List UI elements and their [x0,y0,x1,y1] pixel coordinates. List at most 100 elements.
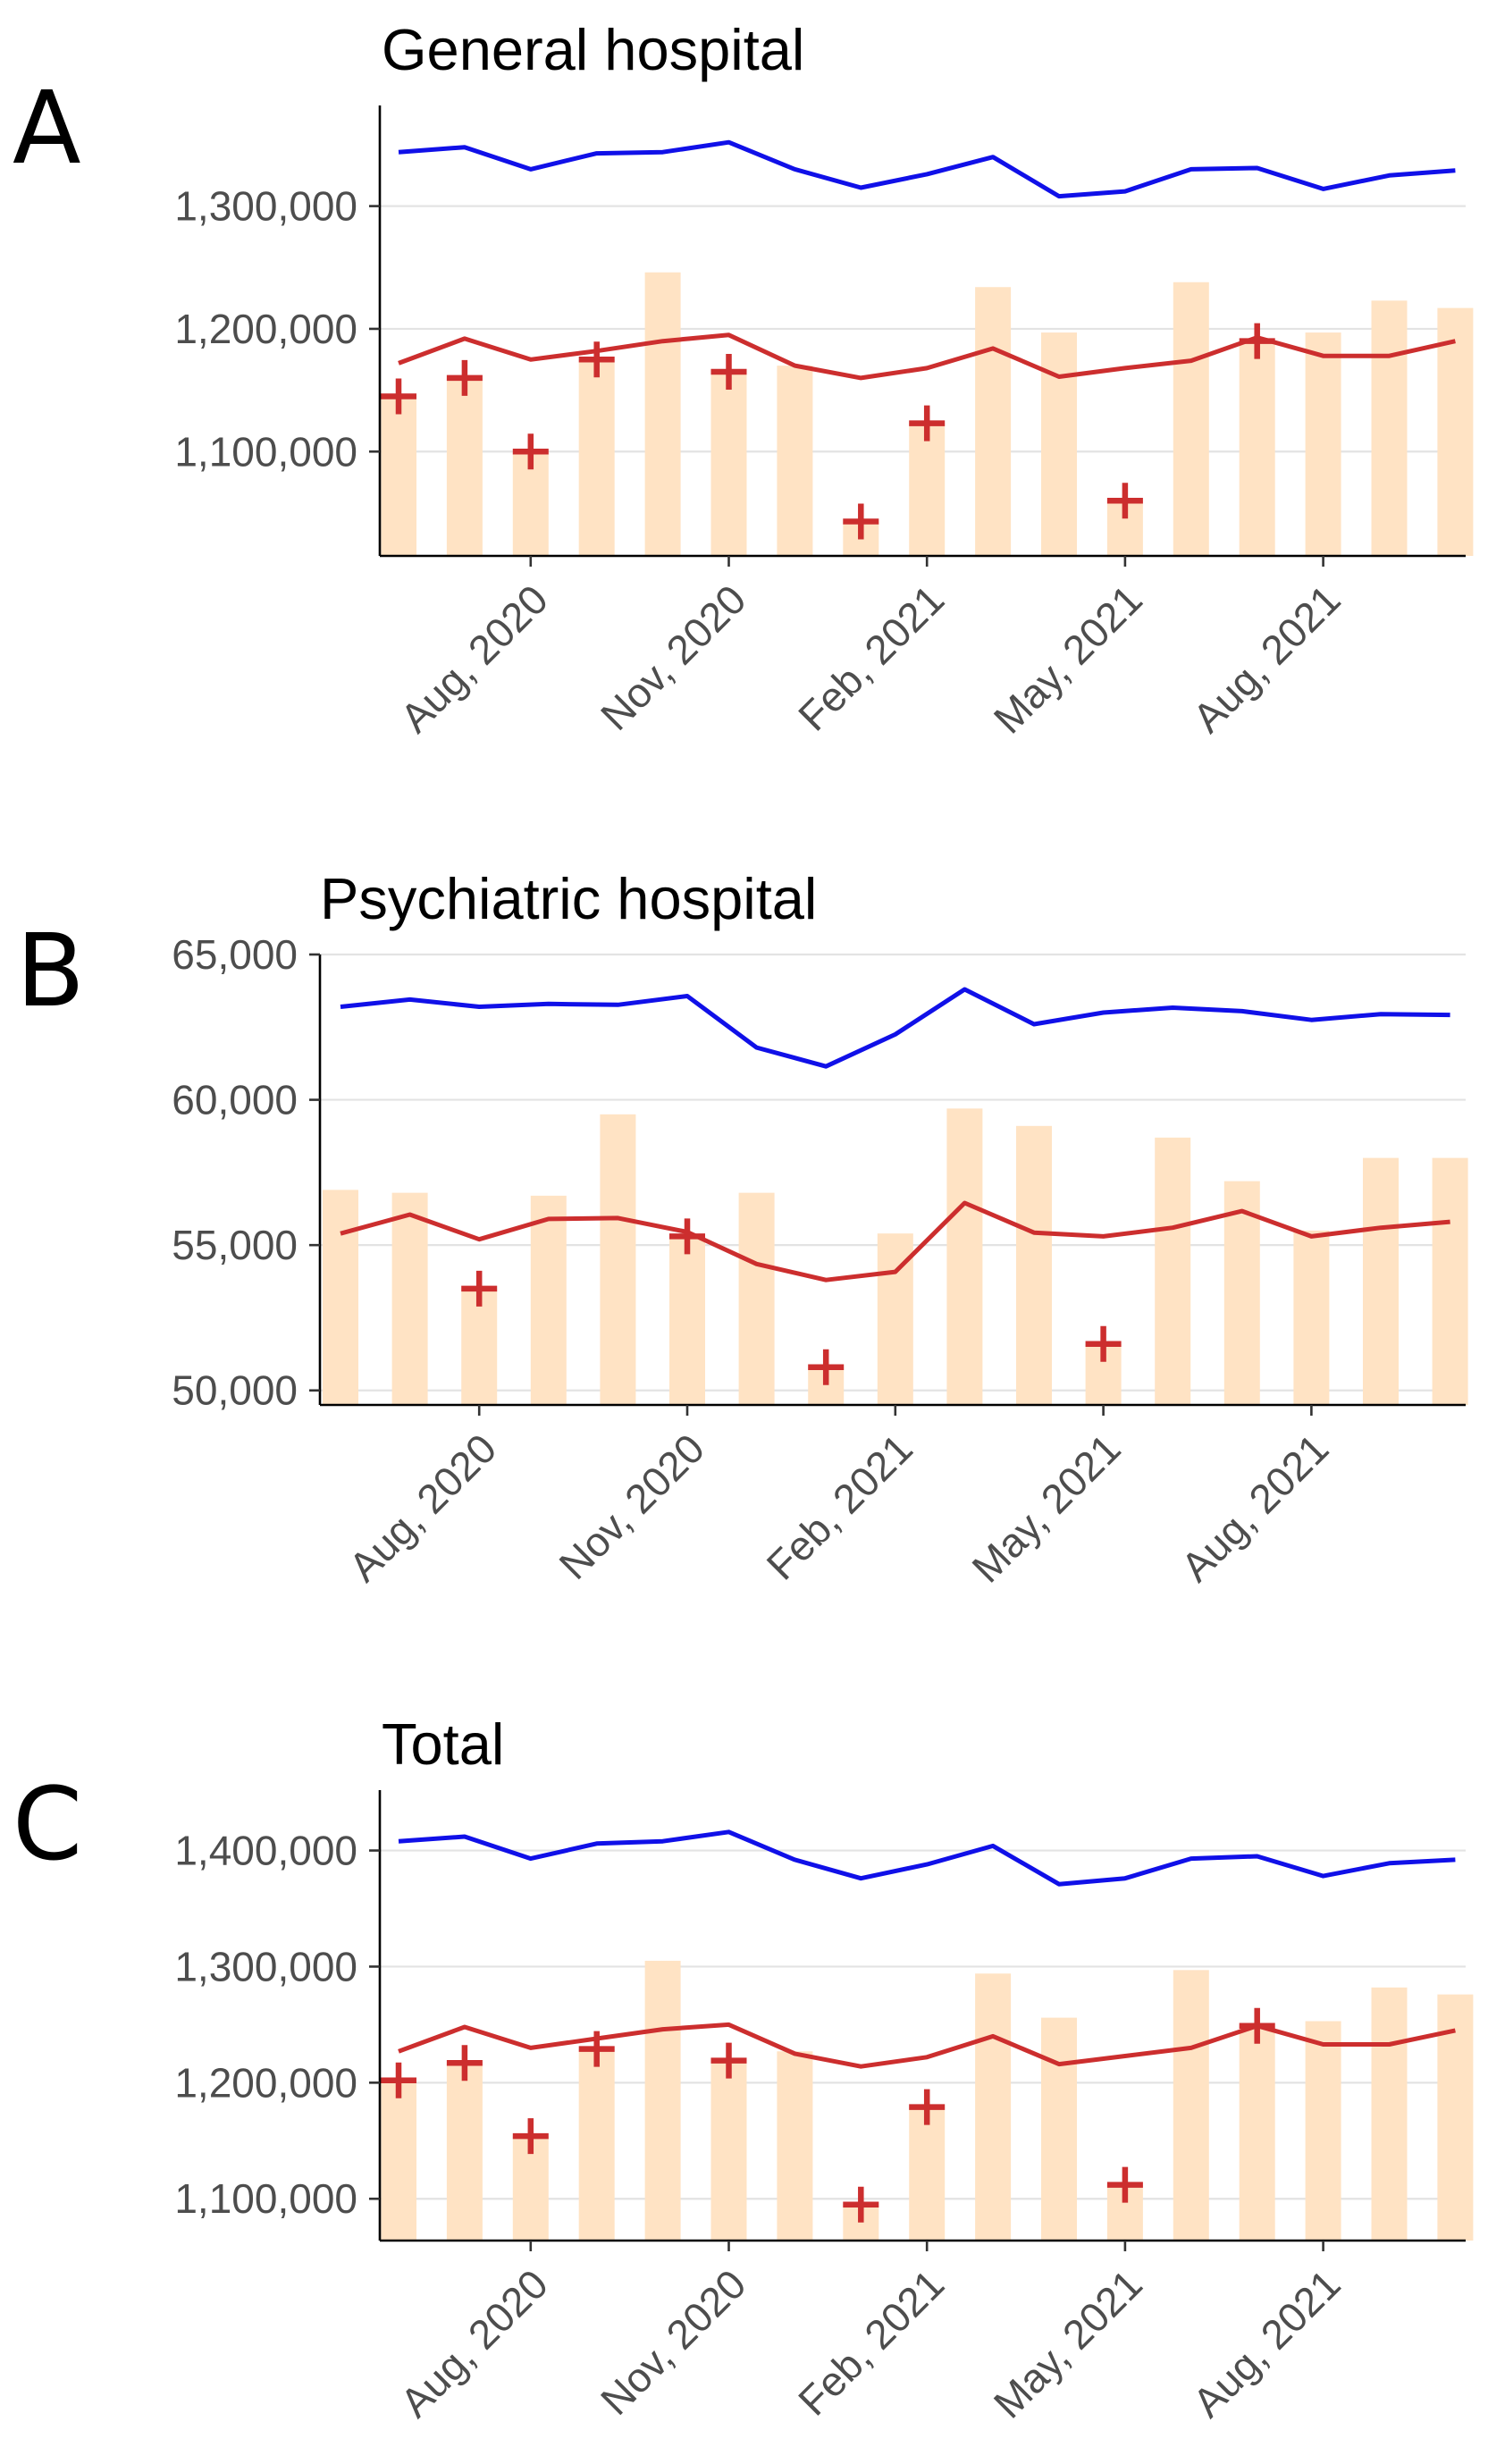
bar-13 [1155,1137,1191,1405]
plus-marker-7 [909,405,946,442]
bar-16 [1371,1987,1408,2241]
plus-marker-3 [808,1349,845,1385]
y-tick-label-3: 1,300,000 [174,183,357,230]
bar-14 [1223,1181,1260,1405]
plus-marker-1 [461,1270,498,1307]
x-tick-label-4: May, 2021 [963,1425,1129,1591]
plus-marker-7 [909,2089,946,2125]
bar-3 [461,1288,498,1405]
y-tick-label-1: 1,100,000 [174,428,357,475]
bar-16 [1371,300,1408,556]
bar-4 [530,1195,567,1405]
bar-9 [909,2107,946,2241]
panel-total: C Total 1,100,000 1,200,000 1,300,000 1,400… [13,1711,1474,2427]
plus-marker-2 [446,2045,483,2081]
bar-4 [578,2048,615,2241]
expected-line [398,2022,1456,2069]
bar-11 [1041,332,1077,556]
x-tick-label-5: Aug, 2021 [1184,576,1349,741]
y-tick-label-1: 50,000 [172,1367,298,1414]
bar-7 [777,2051,813,2241]
bar-5 [644,272,681,556]
panel-general-hospital: A General hospital 1,100,000 1,200,000 1,3… [13,17,1474,743]
plus-marker-5 [710,354,747,391]
panel-title-psychiatric-hospital: Psychiatric hospital [320,866,817,931]
bar-13 [1173,282,1209,556]
upper-line [398,139,1456,199]
plus-marker-6 [843,2186,879,2223]
expected-line [398,332,1456,381]
x-tick-label-2: Nov, 2020 [550,1425,713,1588]
bar-11 [1016,1125,1052,1405]
plus-marker-1 [381,2062,416,2098]
plus-marker-2 [446,359,483,396]
plus-marker-2 [669,1218,705,1255]
plus-marker-4 [578,2031,615,2067]
x-tick-label-2: Nov, 2020 [592,576,755,739]
bar-7 [738,1192,775,1405]
x-tick-label-1: Aug, 2020 [340,1425,505,1590]
plus-marker-1 [381,378,416,415]
bar-9 [909,423,946,556]
bar-7 [777,366,813,556]
panel-title-total: Total [382,1711,504,1777]
x-tick-label-3: Feb, 2021 [789,2260,953,2424]
plus-marker-4 [1085,1325,1122,1362]
bar-2 [446,2063,483,2241]
x-tick-label-1: Aug, 2020 [391,576,557,741]
y-tick-label-2: 1,200,000 [174,306,357,352]
bar-6 [710,372,747,556]
bar-14 [1239,2025,1275,2241]
bar-10 [975,287,1012,556]
bar-2 [446,377,483,556]
bar-15 [1305,2021,1341,2241]
y-tick-label-4: 1,400,000 [174,1828,357,1874]
plus-marker-5 [710,2042,747,2079]
bar-10 [975,1973,1012,2241]
bar-14 [1239,341,1275,556]
x-tick-label-3: Feb, 2021 [789,576,953,739]
bar-2 [391,1192,428,1405]
panel-psychiatric-hospital: B Psychiatric hospital 50,000 55,000 60,00… [16,866,1468,1592]
y-tick-label-2: 55,000 [172,1222,298,1268]
bar-6 [669,1236,705,1405]
panel-title-general-hospital: General hospital [382,17,804,82]
upper-line [398,1829,1456,1887]
bar-5 [600,1114,636,1405]
bar-13 [1173,1970,1209,2241]
plus-marker-9 [1239,2007,1275,2044]
panel-letter-c: C [13,1767,82,1883]
panel-letter-a: A [13,71,81,187]
upper-line [340,987,1450,1069]
bar-15 [1305,332,1341,556]
expected-line [340,1200,1450,1282]
panel-letter-b: B [16,913,85,1030]
plus-marker-3 [512,2118,549,2155]
bar-5 [644,1960,681,2241]
bar-17 [1437,1994,1474,2241]
x-tick-label-4: May, 2021 [985,2260,1151,2426]
bar-1 [323,1190,358,1405]
y-tick-label-3: 1,300,000 [174,1943,357,1989]
bar-6 [710,2060,747,2241]
x-tick-label-3: Feb, 2021 [758,1425,921,1588]
x-tick-label-5: Aug, 2021 [1184,2260,1349,2426]
plus-marker-8 [1106,2166,1143,2203]
plus-marker-9 [1239,323,1275,359]
bar-11 [1041,2017,1077,2241]
x-tick-label-1: Aug, 2020 [391,2260,557,2426]
plus-marker-8 [1106,483,1143,519]
y-tick-label-4: 65,000 [172,931,298,978]
bar-15 [1293,1230,1330,1405]
bar-1 [381,396,416,556]
x-tick-label-2: Nov, 2020 [592,2260,755,2424]
y-tick-label-3: 60,000 [172,1077,298,1123]
x-tick-label-4: May, 2021 [985,576,1151,742]
bar-10 [946,1108,983,1405]
plus-marker-6 [843,503,879,540]
bar-17 [1432,1157,1468,1405]
x-tick-label-5: Aug, 2021 [1172,1425,1337,1590]
bar-4 [578,359,615,556]
y-tick-label-1: 1,100,000 [174,2175,357,2222]
